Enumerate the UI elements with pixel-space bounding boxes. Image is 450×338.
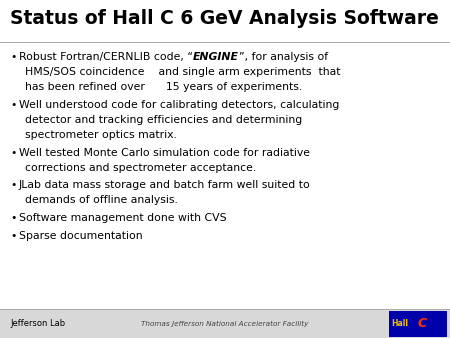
- Text: •: •: [10, 180, 16, 191]
- Text: spectrometer optics matrix.: spectrometer optics matrix.: [25, 130, 176, 140]
- Text: •: •: [10, 52, 16, 63]
- Text: Thomas Jefferson National Accelerator Facility: Thomas Jefferson National Accelerator Fa…: [141, 320, 309, 327]
- Text: •: •: [10, 100, 16, 110]
- Text: JLab data mass storage and batch farm well suited to: JLab data mass storage and batch farm we…: [19, 180, 310, 191]
- Text: C: C: [418, 317, 427, 330]
- Text: Hall: Hall: [392, 319, 409, 328]
- Text: Status of Hall C 6 GeV Analysis Software: Status of Hall C 6 GeV Analysis Software: [10, 9, 439, 28]
- Text: Well understood code for calibrating detectors, calculating: Well understood code for calibrating det…: [19, 100, 339, 110]
- Text: ENGINE: ENGINE: [193, 52, 238, 63]
- Text: Sparse documentation: Sparse documentation: [19, 231, 143, 241]
- Text: detector and tracking efficiencies and determining: detector and tracking efficiencies and d…: [25, 115, 302, 125]
- Text: corrections and spectrometer acceptance.: corrections and spectrometer acceptance.: [25, 163, 256, 173]
- Text: •: •: [10, 231, 16, 241]
- Text: •: •: [10, 213, 16, 223]
- Text: Software management done with CVS: Software management done with CVS: [19, 213, 226, 223]
- Text: •: •: [10, 148, 16, 158]
- Text: Robust Fortran/CERNLIB code, “: Robust Fortran/CERNLIB code, “: [19, 52, 193, 63]
- Text: Well tested Monte Carlo simulation code for radiative: Well tested Monte Carlo simulation code …: [19, 148, 310, 158]
- Text: ”, for analysis of: ”, for analysis of: [238, 52, 328, 63]
- Text: Jefferson Lab: Jefferson Lab: [10, 319, 65, 328]
- Bar: [389, 311, 447, 337]
- Text: HMS/SOS coincidence    and single arm experiments  that: HMS/SOS coincidence and single arm exper…: [25, 67, 340, 77]
- Bar: [0, 309, 450, 338]
- Text: has been refined over      15 years of experiments.: has been refined over 15 years of experi…: [25, 82, 302, 92]
- Text: demands of offline analysis.: demands of offline analysis.: [25, 195, 178, 206]
